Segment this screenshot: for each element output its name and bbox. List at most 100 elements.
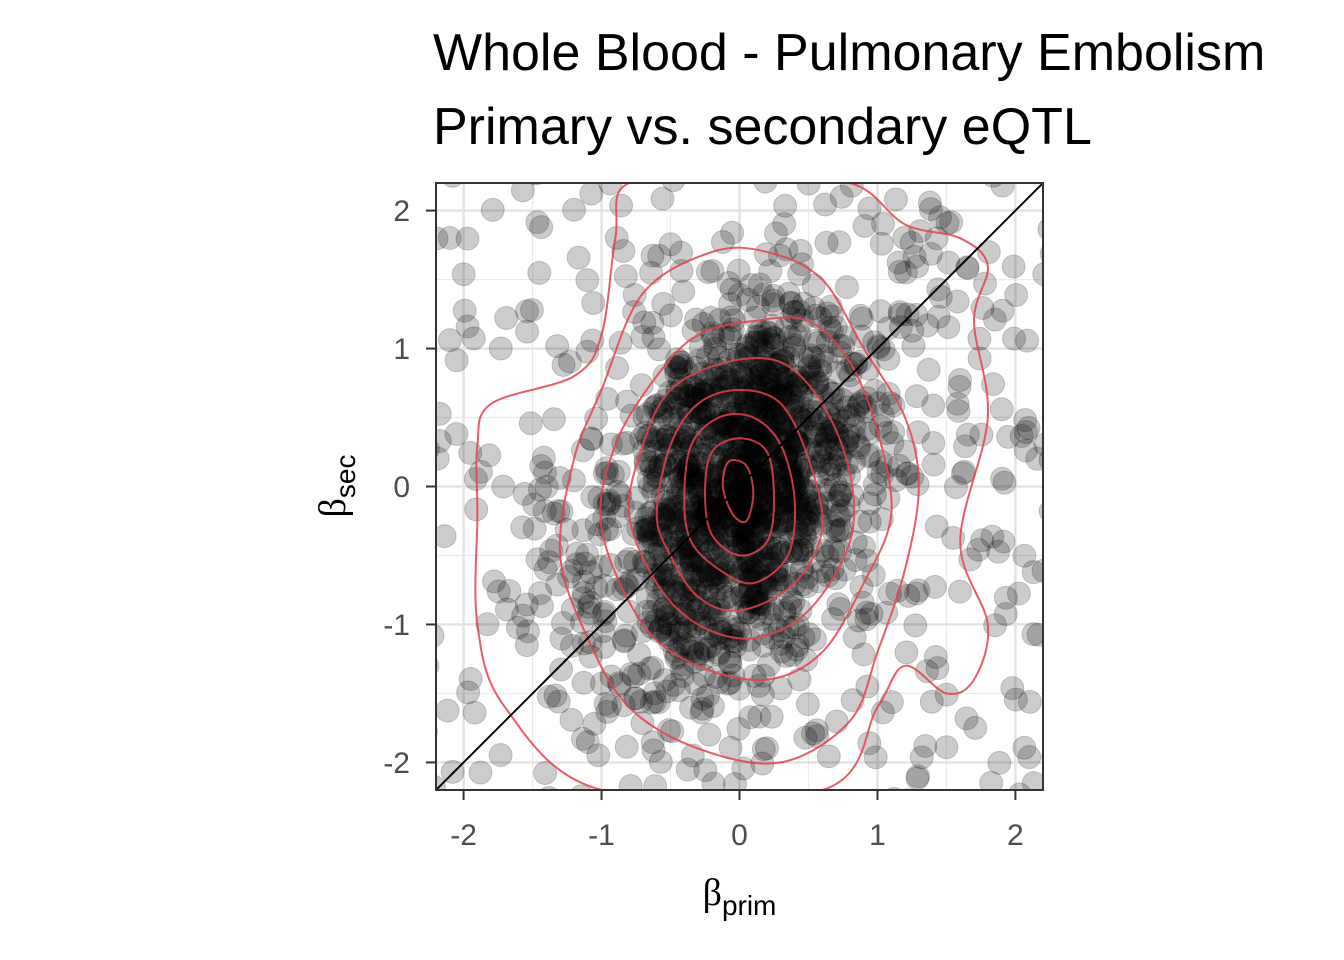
data-point [608, 483, 633, 508]
data-point [693, 422, 718, 447]
data-point [680, 635, 705, 660]
data-point [667, 356, 692, 381]
data-point [743, 502, 768, 527]
data-point [654, 604, 679, 629]
data-point [869, 231, 894, 256]
data-point [901, 333, 926, 358]
data-point [716, 271, 741, 296]
data-point [627, 642, 652, 667]
data-point [1006, 581, 1031, 606]
data-point [742, 330, 767, 355]
data-point [714, 504, 739, 529]
data-point [990, 298, 1015, 323]
data-point [727, 478, 752, 503]
data-point [515, 619, 540, 644]
data-point [1041, 750, 1043, 763]
data-point [560, 597, 585, 622]
data-point [851, 534, 876, 559]
data-point [757, 462, 782, 487]
data-point [687, 546, 712, 571]
data-point [769, 413, 794, 438]
data-point [639, 690, 664, 715]
data-point [587, 522, 612, 547]
data-point [690, 497, 715, 522]
data-point [695, 502, 720, 527]
data-point [560, 633, 585, 658]
data-point [730, 519, 755, 544]
data-point [742, 434, 767, 459]
data-point [598, 552, 623, 577]
data-point [571, 580, 596, 605]
chart-title-line-1: Whole Blood - Pulmonary Embolism [433, 24, 1265, 82]
data-point [791, 625, 816, 650]
data-point [806, 330, 831, 355]
data-point [809, 422, 834, 447]
data-point [755, 419, 780, 444]
data-point [729, 456, 754, 481]
data-point [444, 348, 469, 373]
data-point [967, 326, 992, 351]
data-point [914, 659, 939, 684]
data-point [748, 538, 773, 563]
data-point [661, 672, 686, 697]
data-point [749, 362, 774, 387]
data-point [666, 452, 691, 477]
data-point [692, 442, 717, 467]
data-point [789, 501, 814, 526]
data-point [734, 459, 759, 484]
data-point [486, 579, 511, 604]
data-point [669, 536, 694, 561]
data-point [742, 504, 767, 529]
data-point [856, 421, 881, 446]
data-point [597, 491, 622, 516]
data-point [760, 288, 785, 313]
data-point [781, 391, 806, 416]
data-point [546, 689, 571, 714]
data-point [760, 325, 785, 350]
contour-line [474, 183, 990, 790]
chart-title-line-2: Primary vs. secondary eQTL [433, 98, 1092, 156]
data-point [707, 670, 732, 695]
data-point [1008, 782, 1031, 790]
data-point [701, 771, 726, 790]
data-point [690, 490, 715, 515]
data-point [697, 722, 722, 747]
data-points [436, 183, 1043, 790]
data-point [671, 477, 696, 502]
data-point [547, 465, 572, 490]
data-point [689, 474, 714, 499]
data-point [834, 452, 859, 477]
data-point [664, 395, 689, 420]
data-point [821, 538, 846, 563]
data-point [693, 758, 718, 783]
data-point [700, 425, 725, 450]
data-point [731, 515, 756, 540]
data-point [672, 383, 697, 408]
data-point [795, 692, 820, 717]
data-point [670, 473, 695, 498]
data-point [825, 503, 850, 528]
data-point [1015, 328, 1040, 353]
data-point [753, 569, 778, 594]
data-point [655, 424, 680, 449]
data-point [494, 597, 519, 622]
data-point [436, 401, 452, 426]
data-point [852, 213, 877, 238]
data-point [697, 414, 722, 439]
data-point [786, 541, 811, 566]
data-point [692, 519, 717, 544]
data-point [597, 488, 622, 513]
data-point [482, 569, 507, 594]
data-point [983, 613, 1008, 638]
data-point [628, 689, 653, 714]
data-point [456, 680, 481, 705]
data-point [777, 324, 802, 349]
data-point [926, 304, 951, 329]
data-point [1032, 262, 1043, 287]
data-point [734, 517, 759, 542]
data-point [697, 468, 722, 493]
data-point [807, 453, 832, 478]
data-point [678, 383, 703, 408]
data-point [669, 353, 694, 378]
data-point [946, 399, 971, 424]
